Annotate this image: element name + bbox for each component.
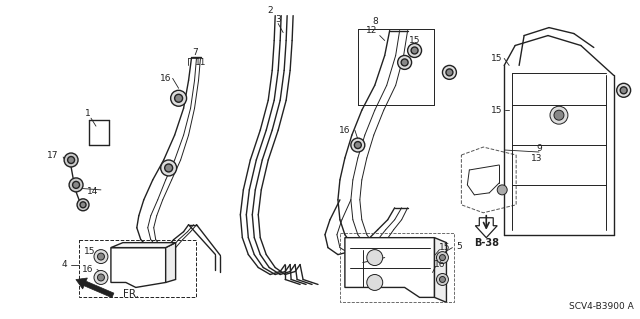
Text: 8: 8 [372, 17, 378, 26]
Circle shape [72, 182, 79, 189]
Circle shape [446, 69, 453, 76]
Text: B-38: B-38 [474, 238, 499, 248]
Polygon shape [345, 238, 435, 297]
Text: 17: 17 [47, 151, 59, 160]
Polygon shape [111, 248, 166, 287]
Text: 15: 15 [438, 243, 450, 252]
Text: SCV4-B3900 A: SCV4-B3900 A [569, 302, 634, 311]
Circle shape [436, 252, 449, 263]
Text: 16: 16 [83, 265, 94, 274]
Text: 4: 4 [61, 260, 67, 269]
Text: 12: 12 [366, 26, 378, 35]
Text: 14: 14 [87, 187, 99, 197]
FancyArrow shape [476, 218, 497, 238]
Circle shape [554, 110, 564, 120]
Text: 9: 9 [536, 144, 542, 152]
Polygon shape [166, 243, 175, 282]
Circle shape [164, 164, 173, 172]
Circle shape [497, 185, 507, 195]
Circle shape [617, 83, 630, 97]
Circle shape [550, 106, 568, 124]
Circle shape [442, 65, 456, 79]
Circle shape [69, 178, 83, 192]
Circle shape [68, 157, 75, 163]
Text: 2: 2 [268, 6, 273, 15]
Text: FR.: FR. [123, 289, 139, 300]
Text: 1: 1 [85, 109, 91, 118]
Text: 16: 16 [434, 260, 445, 269]
Circle shape [161, 160, 177, 176]
Circle shape [440, 277, 445, 282]
Circle shape [436, 273, 449, 286]
Text: 11: 11 [195, 58, 206, 67]
Circle shape [401, 59, 408, 66]
Circle shape [171, 90, 187, 106]
Text: 15: 15 [84, 247, 96, 256]
Circle shape [367, 274, 383, 290]
Circle shape [175, 94, 182, 102]
Circle shape [367, 249, 383, 265]
Text: 7: 7 [193, 48, 198, 57]
Circle shape [355, 142, 362, 149]
Text: 5: 5 [456, 242, 462, 251]
Text: 15: 15 [490, 106, 502, 115]
Circle shape [97, 253, 104, 260]
Circle shape [411, 47, 418, 54]
Text: 16: 16 [339, 126, 351, 135]
Circle shape [64, 153, 78, 167]
Text: 3: 3 [275, 15, 281, 24]
Circle shape [80, 202, 86, 208]
FancyArrow shape [76, 278, 114, 298]
Text: 13: 13 [531, 153, 543, 162]
Polygon shape [111, 243, 175, 248]
Circle shape [440, 255, 445, 261]
Circle shape [620, 87, 627, 94]
Circle shape [408, 43, 422, 57]
Text: 15: 15 [409, 36, 420, 45]
Circle shape [97, 274, 104, 281]
Circle shape [397, 56, 412, 70]
Circle shape [77, 199, 89, 211]
Circle shape [351, 138, 365, 152]
Circle shape [94, 271, 108, 285]
Polygon shape [435, 238, 447, 302]
Text: 16: 16 [160, 74, 172, 83]
Circle shape [94, 249, 108, 263]
Text: 15: 15 [490, 54, 502, 63]
